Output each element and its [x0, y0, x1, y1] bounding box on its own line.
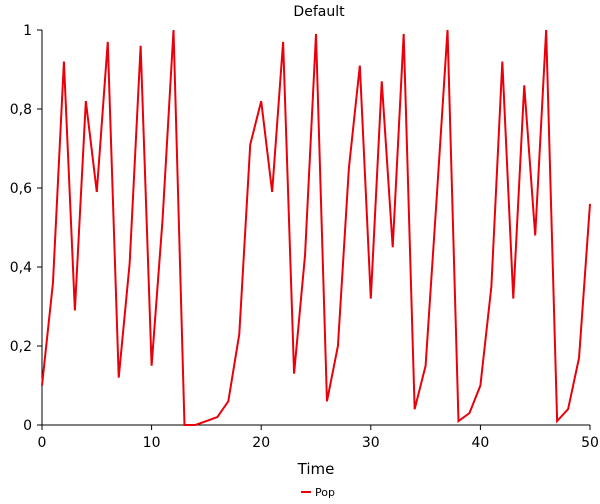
- data-point: [578, 357, 580, 359]
- x-axis-ticks: 0 10 20 30 40 50: [38, 425, 599, 451]
- data-point: [41, 385, 43, 387]
- chart-title: Default: [293, 4, 345, 20]
- data-point: [512, 298, 514, 300]
- data-point: [370, 298, 372, 300]
- data-point: [359, 65, 361, 67]
- data-point: [151, 365, 153, 367]
- data-point: [107, 41, 109, 43]
- data-point: [194, 424, 196, 426]
- data-point: [381, 80, 383, 82]
- data-point: [173, 29, 175, 31]
- y-tick-label: 0: [23, 418, 32, 434]
- data-point: [162, 219, 164, 221]
- y-axis-ticks: 0 0,2 0,4 0,6 0,8 1: [10, 23, 42, 434]
- data-point: [282, 41, 284, 43]
- data-point: [447, 29, 449, 31]
- series-line-pop: [41, 29, 591, 426]
- data-point: [129, 262, 131, 264]
- y-tick-label: 0,4: [10, 260, 32, 276]
- y-tick-label: 0,2: [10, 339, 32, 355]
- y-tick-label: 1: [23, 23, 32, 39]
- data-point: [523, 84, 525, 86]
- data-point: [403, 33, 405, 35]
- data-point: [392, 246, 394, 248]
- data-point: [534, 234, 536, 236]
- x-axis-label: Time: [297, 460, 335, 478]
- data-point: [205, 420, 207, 422]
- x-tick-label: 10: [143, 435, 161, 451]
- data-point: [260, 100, 262, 102]
- legend: Pop: [301, 486, 335, 499]
- data-point: [468, 412, 470, 414]
- data-point: [436, 199, 438, 201]
- data-point: [315, 33, 317, 35]
- data-point: [457, 420, 459, 422]
- x-tick-label: 40: [471, 435, 489, 451]
- data-point: [183, 424, 185, 426]
- x-tick-label: 20: [252, 435, 270, 451]
- data-point: [271, 191, 273, 193]
- data-point: [227, 400, 229, 402]
- data-point: [63, 61, 65, 63]
- data-point: [216, 416, 218, 418]
- data-point: [479, 385, 481, 387]
- data-point: [304, 254, 306, 256]
- data-point: [85, 100, 87, 102]
- x-tick-label: 50: [581, 435, 599, 451]
- data-point: [140, 45, 142, 47]
- data-point: [589, 203, 591, 205]
- data-point: [52, 282, 54, 284]
- data-point: [545, 29, 547, 31]
- series-layer: [41, 29, 591, 426]
- y-tick-label: 0,8: [10, 102, 32, 118]
- data-point: [490, 286, 492, 288]
- data-point: [348, 167, 350, 169]
- data-point: [96, 191, 98, 193]
- data-point: [414, 408, 416, 410]
- y-tick-label: 0,6: [10, 181, 32, 197]
- data-point: [326, 400, 328, 402]
- data-point: [293, 373, 295, 375]
- data-point: [74, 309, 76, 311]
- data-point: [249, 144, 251, 146]
- data-point: [425, 365, 427, 367]
- data-point: [501, 61, 503, 63]
- data-point: [556, 420, 558, 422]
- data-point: [118, 377, 120, 379]
- axes: [41, 30, 590, 426]
- x-tick-label: 0: [38, 435, 47, 451]
- data-point: [337, 345, 339, 347]
- data-point: [238, 333, 240, 335]
- legend-label-pop: Pop: [315, 486, 335, 499]
- data-point: [567, 408, 569, 410]
- x-tick-label: 30: [362, 435, 380, 451]
